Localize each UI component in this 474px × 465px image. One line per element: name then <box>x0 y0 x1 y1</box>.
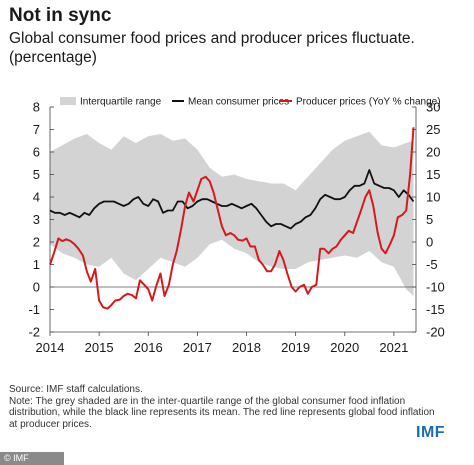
method-note: Note: The grey shaded are in the inter-q… <box>9 395 435 430</box>
x-tick-label: 2015 <box>85 340 114 355</box>
right-tick-label: 15 <box>426 167 440 182</box>
line-layer <box>49 127 415 310</box>
x-tick-label: 2016 <box>134 340 163 355</box>
right-tick-label: -5 <box>426 257 438 272</box>
x-tick-label: 2021 <box>379 340 408 355</box>
x-tick-label: 2017 <box>183 340 212 355</box>
legend: Interquartile range Mean consumer prices P… <box>60 97 441 108</box>
right-tick-label: 10 <box>426 190 440 205</box>
right-tick-label: 0 <box>426 235 433 250</box>
x-tick-label: 2019 <box>281 340 310 355</box>
x-tick-label: 2018 <box>232 340 261 355</box>
source-note: Source: IMF staff calculations. <box>9 384 143 395</box>
axis-layer: -2-1012345678-20-15-10-50510152025302014… <box>28 100 444 356</box>
x-tick-label: 2014 <box>36 340 65 355</box>
chart-subtitle: Global consumer food prices and producer… <box>9 30 415 66</box>
left-tick-label: 8 <box>33 100 40 115</box>
chart-title: Not in sync <box>9 5 112 26</box>
interquartile-band <box>50 131 414 296</box>
right-tick-label: 25 <box>426 122 440 137</box>
legend-label-band: Interquartile range <box>80 97 162 108</box>
right-tick-label: 30 <box>426 100 440 115</box>
left-tick-label: -2 <box>28 325 40 340</box>
legend-swatch-band <box>60 97 76 105</box>
right-tick-label: -15 <box>426 302 445 317</box>
right-tick-label: 5 <box>426 212 433 227</box>
legend-label-producer: Producer prices (YoY % change) <box>296 97 441 108</box>
left-tick-label: 6 <box>33 145 40 160</box>
right-tick-label: -20 <box>426 325 445 340</box>
dual-axis-line-chart: -2-1012345678-20-15-10-50510152025302014… <box>28 97 444 356</box>
left-tick-label: 2 <box>33 235 40 250</box>
mean-consumer-prices-line <box>49 169 415 230</box>
right-tick-label: 20 <box>426 145 440 160</box>
left-tick-label: 5 <box>33 167 40 182</box>
chart-notes: Source: IMF staff calculations. Note: Th… <box>9 384 439 430</box>
x-tick-label: 2020 <box>330 340 359 355</box>
band-layer <box>50 131 414 296</box>
left-tick-label: 1 <box>33 257 40 272</box>
left-tick-label: 4 <box>33 190 40 205</box>
image-credit: © IMF <box>0 452 64 465</box>
producer-prices-line <box>49 127 415 310</box>
left-tick-label: -1 <box>28 302 40 317</box>
left-tick-label: 7 <box>33 122 40 137</box>
legend-label-mean: Mean consumer prices <box>188 97 289 108</box>
left-tick-label: 3 <box>33 212 40 227</box>
imf-logo: IMF <box>416 424 446 441</box>
right-tick-label: -10 <box>426 280 445 295</box>
left-tick-label: 0 <box>33 280 40 295</box>
